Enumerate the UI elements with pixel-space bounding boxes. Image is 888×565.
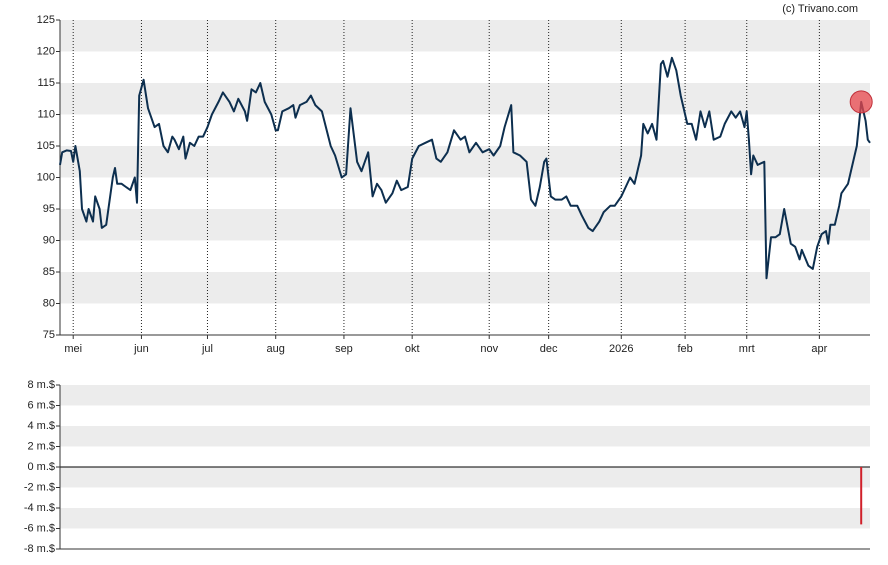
- x-tick-label: okt: [405, 343, 420, 355]
- price-line: [59, 56, 871, 280]
- y-tick-label: 8 m.$: [27, 379, 55, 391]
- y-tick-label: 105: [37, 140, 55, 152]
- x-tick-label: sep: [335, 343, 353, 355]
- y-tick-label: 110: [37, 108, 55, 120]
- y-tick-label: 4 m.$: [27, 420, 55, 432]
- grid-band: [60, 20, 870, 52]
- bar: [860, 467, 863, 525]
- y-tick-label: 95: [43, 203, 55, 215]
- y-tick-label: 75: [43, 329, 55, 341]
- y-tick-label: 115: [37, 77, 55, 89]
- x-tick-label: aug: [267, 343, 285, 355]
- y-tick-label: 90: [43, 234, 55, 246]
- y-tick-label: 120: [37, 45, 55, 57]
- y-tick-label: -8 m.$: [24, 543, 55, 555]
- y-tick-label: 80: [43, 297, 55, 309]
- x-tick-label: 2026: [609, 343, 633, 355]
- grid-band: [60, 385, 870, 406]
- x-tick-label: feb: [677, 343, 692, 355]
- grid-band: [60, 209, 870, 241]
- x-tick-label: mei: [64, 343, 82, 355]
- x-tick-label: apr: [811, 343, 827, 355]
- grid-band: [60, 146, 870, 178]
- x-tick-label: jun: [133, 343, 149, 355]
- y-tick-label: 6 m.$: [27, 399, 55, 411]
- source-note: (c) Trivano.com: [782, 3, 858, 15]
- highlight-marker: [849, 90, 873, 114]
- grid-band: [60, 272, 870, 304]
- grid-band: [60, 426, 870, 447]
- y-tick-label: 0 m.$: [27, 461, 55, 473]
- y-tick-label: 100: [37, 171, 55, 183]
- x-tick-label: mrt: [739, 343, 755, 355]
- grid-band: [60, 467, 870, 488]
- y-tick-label: -4 m.$: [24, 502, 55, 514]
- x-tick-label: nov: [480, 343, 498, 355]
- y-tick-label: 2 m.$: [27, 440, 55, 452]
- y-tick-label: 125: [37, 14, 55, 26]
- grid-band: [60, 508, 870, 529]
- x-tick-label: jul: [201, 343, 213, 355]
- x-tick-label: dec: [540, 343, 558, 355]
- y-tick-label: 85: [43, 266, 55, 278]
- y-tick-label: -6 m.$: [24, 522, 55, 534]
- y-tick-label: -2 m.$: [24, 481, 55, 493]
- grid-band: [60, 83, 870, 115]
